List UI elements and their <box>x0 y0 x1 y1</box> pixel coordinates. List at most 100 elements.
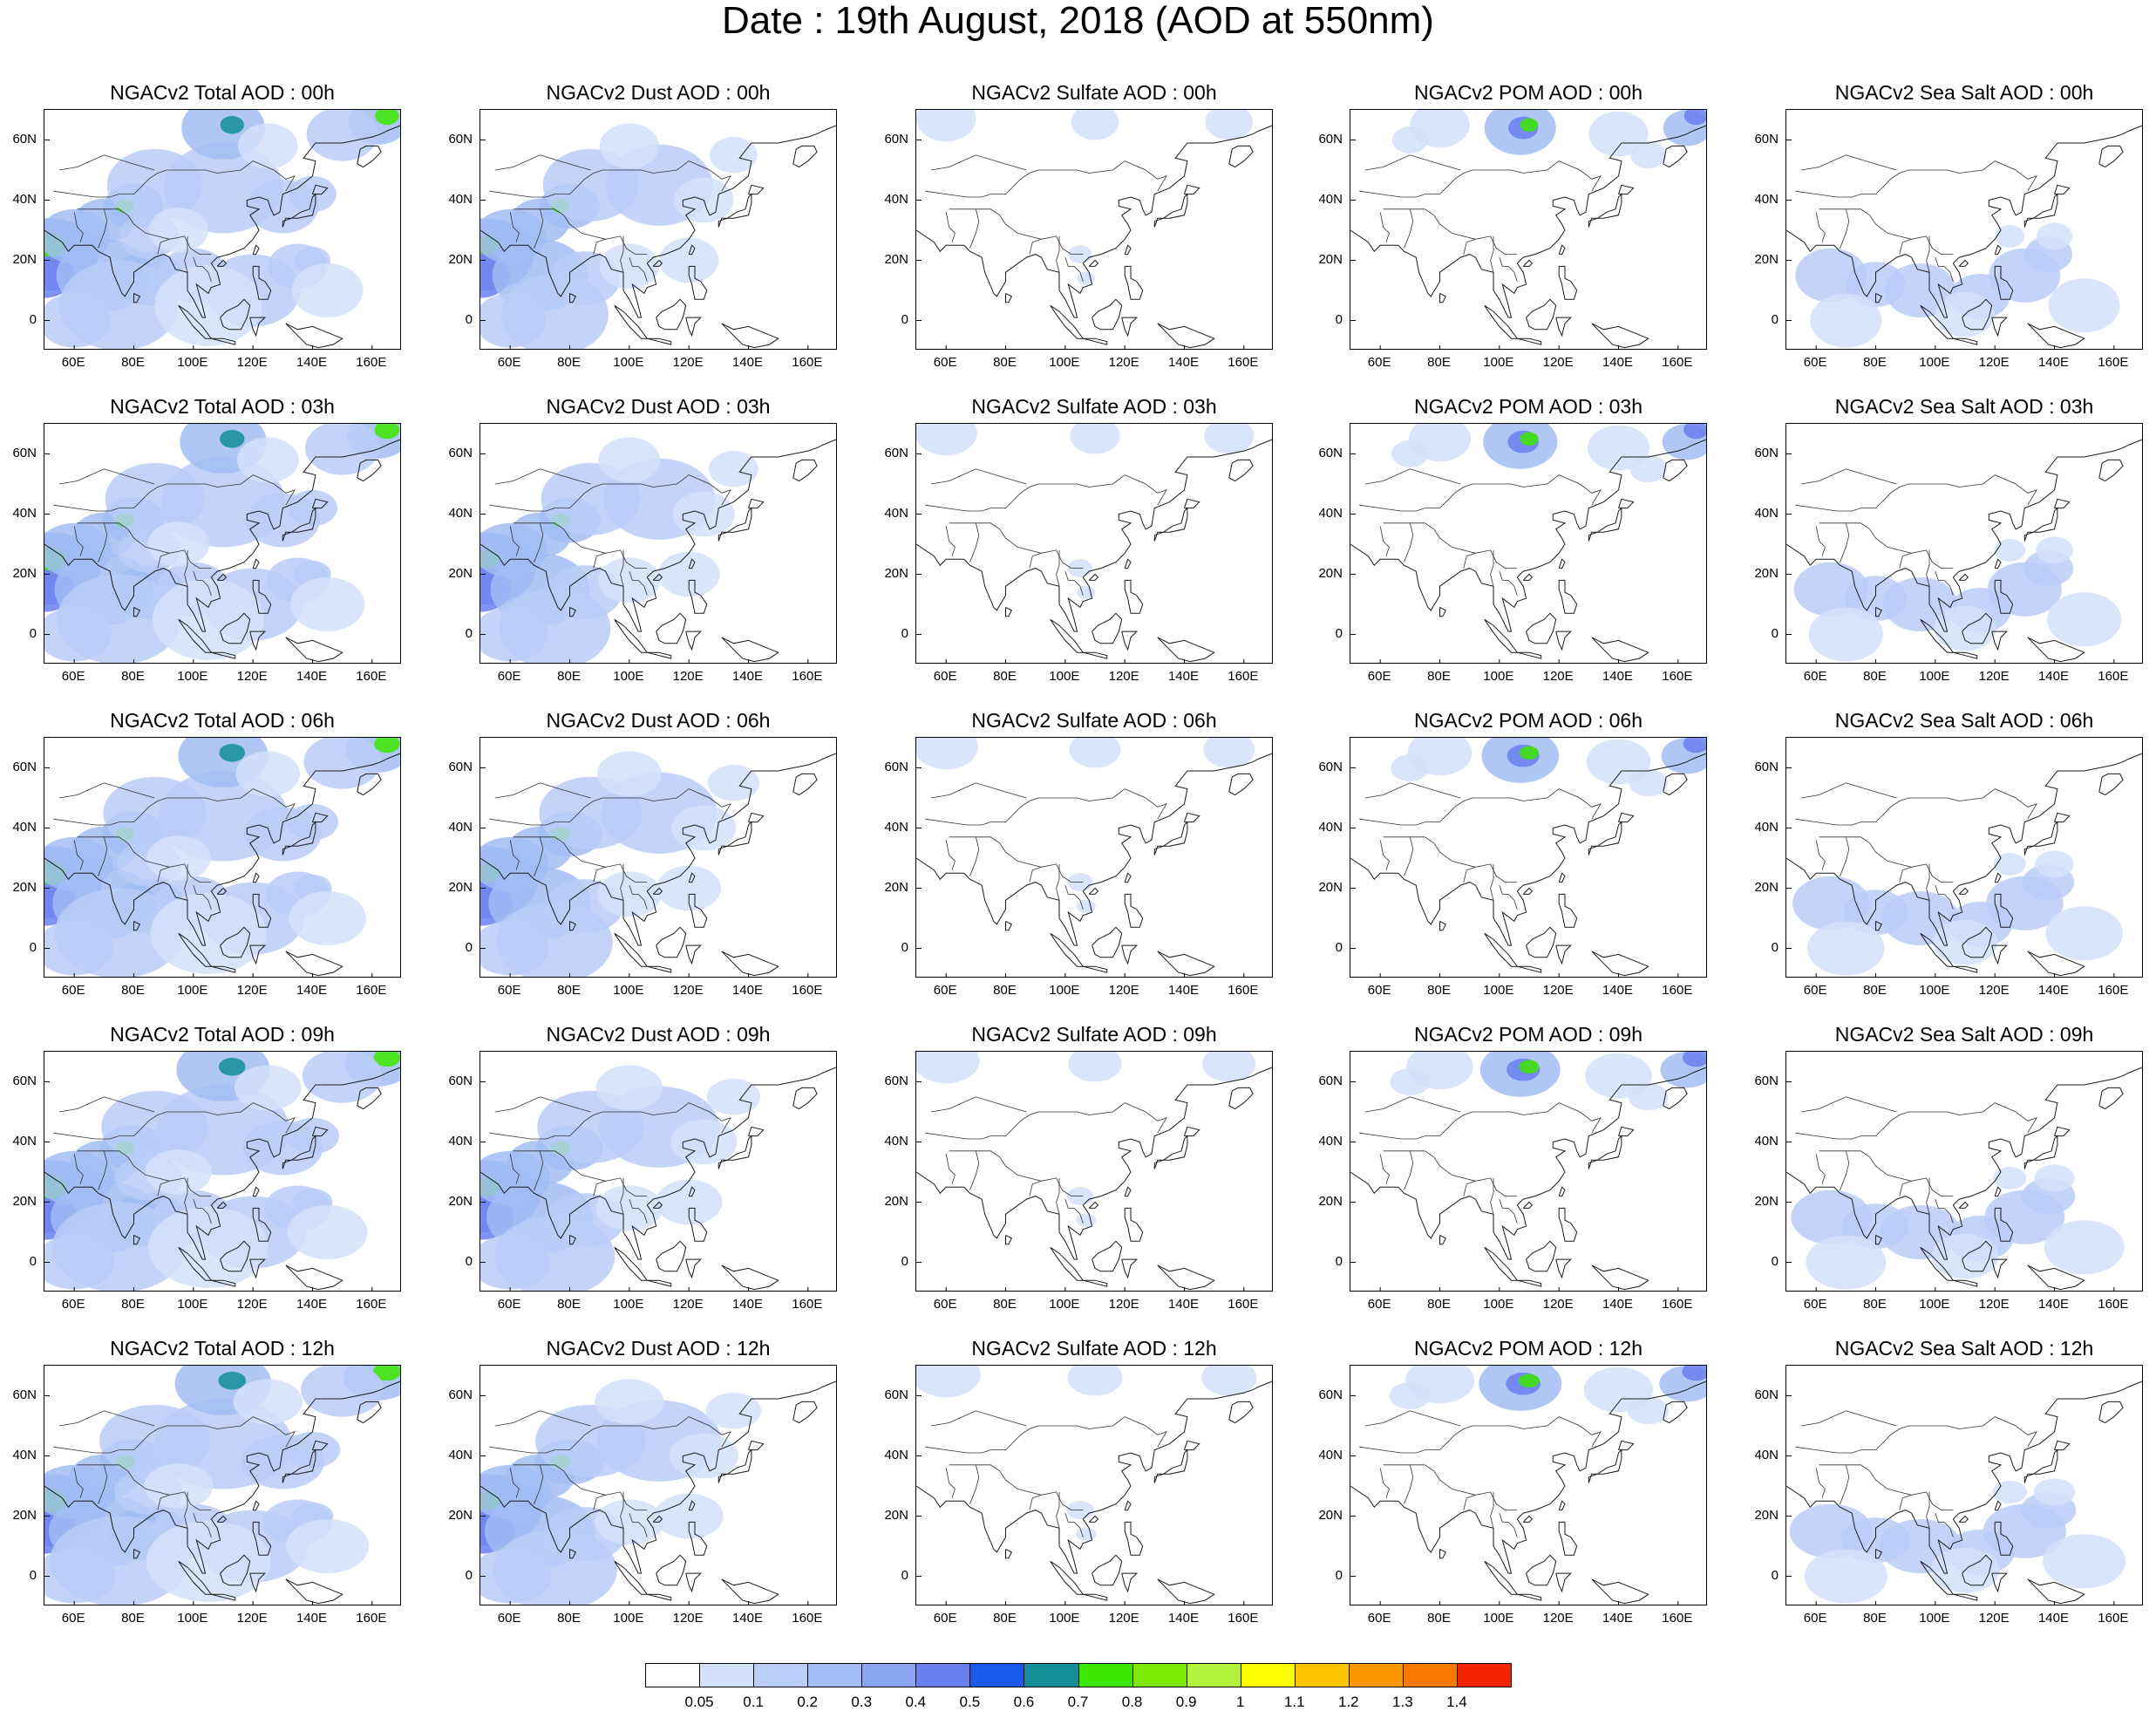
coastline <box>1083 965 1108 973</box>
y-tick-label: 40N <box>12 191 37 207</box>
map-area <box>44 1051 401 1292</box>
border-line <box>1383 522 1518 569</box>
aod-patch <box>218 1057 246 1076</box>
border-line <box>1383 836 1518 883</box>
colorbar-label: 0.7 <box>1067 1694 1089 1710</box>
border-line <box>184 1491 188 1529</box>
coastline <box>1555 631 1573 651</box>
x-tick-label: 60E <box>61 1611 85 1626</box>
coastline <box>2027 951 2085 977</box>
coastline <box>1050 618 1085 653</box>
x-tick-label: 160E <box>1662 355 1693 370</box>
coastline <box>1088 1515 1099 1523</box>
coastline <box>249 317 267 337</box>
map-panel-seasalt-3: NGACv2 Sea Salt AOD : 09h 60E 80E 100E 120E 1… <box>1754 1023 2143 1312</box>
coastline <box>1484 618 1519 653</box>
border-line <box>509 526 520 556</box>
coastline <box>1124 1207 1144 1242</box>
coastline <box>1994 893 2014 928</box>
border-line <box>193 884 212 910</box>
y-tick-label: 0 <box>29 939 37 955</box>
border-line <box>1899 552 1912 569</box>
coastline <box>1522 573 1534 581</box>
panel-title: NGACv2 Dust AOD : 00h <box>546 81 771 104</box>
coastline <box>1962 1240 1993 1272</box>
map-panel-pom-0: NGACv2 POM AOD : 00h 60E 80E 100E 120E 140E 16… <box>1318 81 1707 370</box>
coastline <box>1439 292 1446 303</box>
x-tick-label: 80E <box>1427 983 1451 998</box>
coastline <box>133 606 140 617</box>
x-tick-label: 120E <box>1978 1611 2010 1626</box>
coastline <box>1484 304 1519 339</box>
coastline <box>1591 1578 1649 1605</box>
border-line <box>513 208 648 255</box>
y-tick-label: 60N <box>1318 131 1343 147</box>
coastline <box>1184 812 1200 823</box>
aod-patch <box>289 576 365 632</box>
coastline <box>2054 498 2071 509</box>
border-line <box>59 468 155 485</box>
y-tick-label: 0 <box>29 1567 37 1583</box>
coastline <box>1588 821 1622 856</box>
coastline <box>220 298 251 331</box>
colorbar-label: 1 <box>1235 1694 1245 1710</box>
coastline <box>916 439 1272 632</box>
border-line <box>1815 1154 1826 1184</box>
x-tick-label: 160E <box>356 983 387 998</box>
coastline <box>614 304 649 339</box>
coastline <box>178 304 213 339</box>
coastline <box>2098 459 2124 482</box>
colorbar-swatch <box>699 1663 755 1687</box>
y-tick-label: 40N <box>884 505 908 521</box>
coastline <box>1558 558 1566 569</box>
coastline <box>252 1186 260 1197</box>
coastline <box>2027 637 2085 663</box>
border-line <box>1819 522 1954 569</box>
y-tick-label: 0 <box>901 1253 908 1269</box>
border-line <box>629 1512 648 1537</box>
coastline <box>1953 965 1978 973</box>
coastline <box>480 439 836 632</box>
x-tick-label: 80E <box>557 355 581 370</box>
x-tick-label: 100E <box>1919 669 1950 684</box>
coastline <box>211 1593 236 1601</box>
border-line <box>513 1464 648 1510</box>
aod-field <box>916 110 1272 349</box>
x-tick-label: 60E <box>933 1611 957 1626</box>
coastline <box>1083 1279 1108 1287</box>
colorbar-label: 0.1 <box>743 1694 764 1710</box>
border-line <box>1064 1198 1084 1224</box>
aod-patch <box>233 1379 303 1425</box>
coastline <box>1350 1067 1706 1260</box>
coastline <box>1124 1500 1132 1511</box>
coastline <box>2098 773 2124 796</box>
coastline <box>1663 459 1688 482</box>
coastline <box>1121 1572 1139 1593</box>
coastline <box>357 1401 382 1424</box>
x-tick-label: 160E <box>356 1297 387 1312</box>
coastline <box>1526 298 1557 331</box>
x-tick-label: 160E <box>792 1611 823 1626</box>
x-tick-label: 60E <box>1367 983 1391 998</box>
border-line <box>53 788 296 826</box>
aod-field <box>44 1052 400 1291</box>
coastline <box>1526 1554 1557 1586</box>
coastline <box>1663 1401 1688 1424</box>
x-tick-label: 140E <box>1167 1611 1200 1626</box>
y-tick-label: 60N <box>448 445 473 460</box>
x-tick-label: 60E <box>497 1297 521 1312</box>
border-line <box>509 840 520 870</box>
aod-patch <box>1519 746 1540 760</box>
x-tick-label: 140E <box>296 983 328 998</box>
border-line <box>629 1198 648 1224</box>
aod-patch <box>1205 110 1254 140</box>
border-line <box>1815 1468 1826 1498</box>
coastline <box>1991 317 2009 337</box>
aod-patch <box>480 1235 551 1290</box>
map-area <box>1785 737 2143 978</box>
aod-field <box>480 751 836 977</box>
border-line <box>1801 1410 1897 1427</box>
aod-patch <box>1628 1083 1669 1111</box>
y-tick-label: 0 <box>465 1253 473 1269</box>
coastline <box>1618 812 1635 823</box>
